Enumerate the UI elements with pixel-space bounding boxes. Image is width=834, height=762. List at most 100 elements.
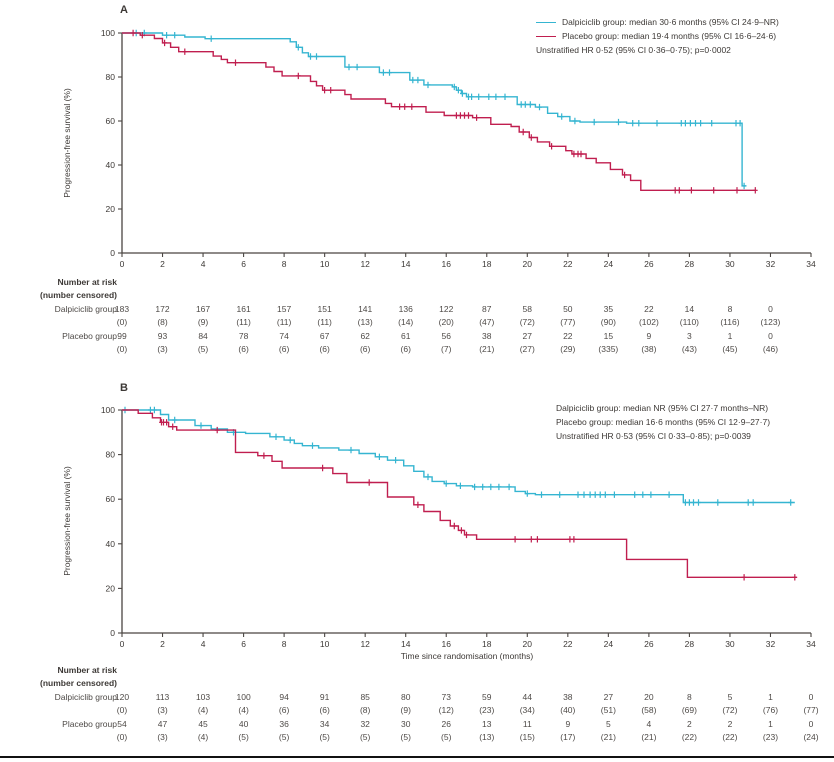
x-tick-label: 6: [241, 259, 246, 269]
risk-value: 0: [768, 331, 773, 341]
y-tick-label: 40: [106, 539, 116, 549]
risk-value: 0: [808, 719, 814, 729]
y-tick-label: 0: [110, 248, 115, 258]
axis-lines: [121, 410, 811, 634]
risk-row-label-dalpiciclib-a: Dalpiciclib group: [54, 304, 117, 314]
risk-values-row: 54 47 45 40 36 34 32 30 26 13 11 9 5 4 2 2 1 0: [0, 719, 834, 731]
risk-values-row: (0) (3) (4) (5) (5) (5) (5) (5) (5) (13) (15) (17) (…: [0, 732, 834, 744]
risk-value: (23): [762, 732, 779, 742]
risk-value: (9): [400, 705, 411, 715]
x-tick-label: 26: [644, 639, 654, 649]
x-tick-label: 34: [806, 259, 816, 269]
risk-value: (6): [238, 344, 249, 354]
risk-value: 157: [277, 304, 292, 314]
risk-value: (102): [638, 317, 659, 327]
dalpiciclib-line-swatch: [536, 21, 556, 23]
risk-values-row: (0) (3) (4) (4) (6) (6) (8) (9) (12) (23) (34) (40)…: [0, 705, 834, 717]
risk-value: 47: [157, 719, 168, 729]
risk-value: 26: [441, 719, 451, 729]
axis-lines: [121, 33, 811, 254]
risk-value: (76): [762, 705, 779, 715]
risk-value: (14): [398, 317, 414, 327]
x-axis-label-b: Time since randomisation (months): [400, 651, 534, 661]
risk-value: (110): [679, 317, 700, 327]
x-tick-label: 30: [725, 259, 735, 269]
risk-value: (6): [319, 344, 330, 354]
risk-value: 32: [360, 719, 370, 729]
x-tick-label: 0: [120, 639, 125, 649]
risk-value: 91: [319, 692, 330, 702]
x-tick-label: 2: [160, 259, 165, 269]
x-tick-label: 28: [685, 259, 695, 269]
hr-note-text: Unstratified HR 0·52 (95% CI 0·36–0·75);…: [536, 45, 731, 55]
placebo-censor-marks: [130, 29, 758, 194]
dalpiciclib-curve: [122, 32, 747, 187]
risk-row-label-placebo-b: Placebo group: [62, 719, 117, 729]
risk-value: (4): [197, 732, 209, 742]
risk-value: 141: [358, 304, 373, 314]
x-tick-label: 34: [806, 639, 816, 649]
x-tick-label: 22: [563, 639, 573, 649]
y-tick-label: 80: [106, 450, 116, 460]
risk-value: 2: [727, 719, 733, 729]
risk-values-row: 120 113 103 100 94 91 85 80 73 59 44 38 27 20 8 5 1 0: [0, 692, 834, 704]
risk-values-row: 183 172 167 161 157 151 141 136 122 87 58 50 35 22 14 8…: [0, 304, 834, 316]
risk-value: (29): [560, 344, 576, 354]
risk-value: 1: [768, 692, 773, 702]
risk-value: 3: [687, 331, 692, 341]
risk-value: (15): [519, 732, 535, 742]
risk-value: (7): [441, 344, 452, 354]
y-tick-label: 0: [110, 628, 115, 638]
legend-item-dalpiciclib: Dalpiciclib group: median 30·6 months (9…: [536, 15, 779, 29]
risk-value: (43): [681, 344, 697, 354]
placebo-line-swatch: [536, 35, 556, 37]
y-tick-label: 80: [106, 72, 116, 82]
risk-value: (21): [641, 732, 657, 742]
risk-value: 172: [155, 304, 170, 314]
risk-value: (22): [722, 732, 738, 742]
risk-value: 20: [644, 692, 654, 702]
risk-value: (24): [803, 732, 819, 742]
risk-value: (45): [722, 344, 738, 354]
risk-value: 100: [236, 692, 251, 702]
risk-value: (8): [359, 705, 371, 715]
risk-value: 50: [563, 304, 573, 314]
risk-value: (77): [560, 317, 576, 327]
risk-value: 5: [727, 692, 733, 702]
legend-hr-note: Unstratified HR 0·52 (95% CI 0·36–0·75);…: [536, 43, 779, 57]
risk-value: (11): [236, 317, 251, 327]
risk-value: (13): [357, 317, 373, 327]
risk-value: 8: [687, 692, 692, 702]
risk-value: 0: [808, 692, 814, 702]
risk-value: 84: [198, 331, 208, 341]
risk-row-label-dalpiciclib-b: Dalpiciclib group: [54, 692, 117, 702]
x-tick-label: 2: [160, 639, 165, 649]
risk-value: 122: [439, 304, 454, 314]
risk-value: 136: [398, 304, 413, 314]
risk-value: 1: [727, 331, 733, 341]
risk-value: 44: [522, 692, 533, 702]
risk-value: 45: [198, 719, 208, 729]
risk-value: 36: [279, 719, 289, 729]
risk-value: 1: [768, 719, 773, 729]
risk-value: 9: [646, 331, 652, 341]
risk-value: 120: [114, 692, 130, 702]
risk-value: (40): [560, 705, 576, 715]
y-tick-label: 20: [106, 204, 116, 214]
risk-value: (47): [479, 317, 495, 327]
risk-value: 59: [482, 692, 492, 702]
risk-row-label-placebo-a: Placebo group: [62, 331, 117, 341]
risk-value: 13: [482, 719, 492, 729]
risk-value: (335): [598, 344, 619, 354]
risk-value: (12): [438, 705, 454, 715]
risk-value: (6): [400, 344, 411, 354]
x-tick-label: 24: [604, 259, 614, 269]
risk-value: 87: [482, 304, 492, 314]
risk-value: (17): [560, 732, 576, 742]
risk-value: (3): [157, 705, 168, 715]
y-axis-label-b: Progression-free survival (%): [62, 466, 72, 576]
risk-subheader-b: (number censored): [40, 678, 117, 688]
